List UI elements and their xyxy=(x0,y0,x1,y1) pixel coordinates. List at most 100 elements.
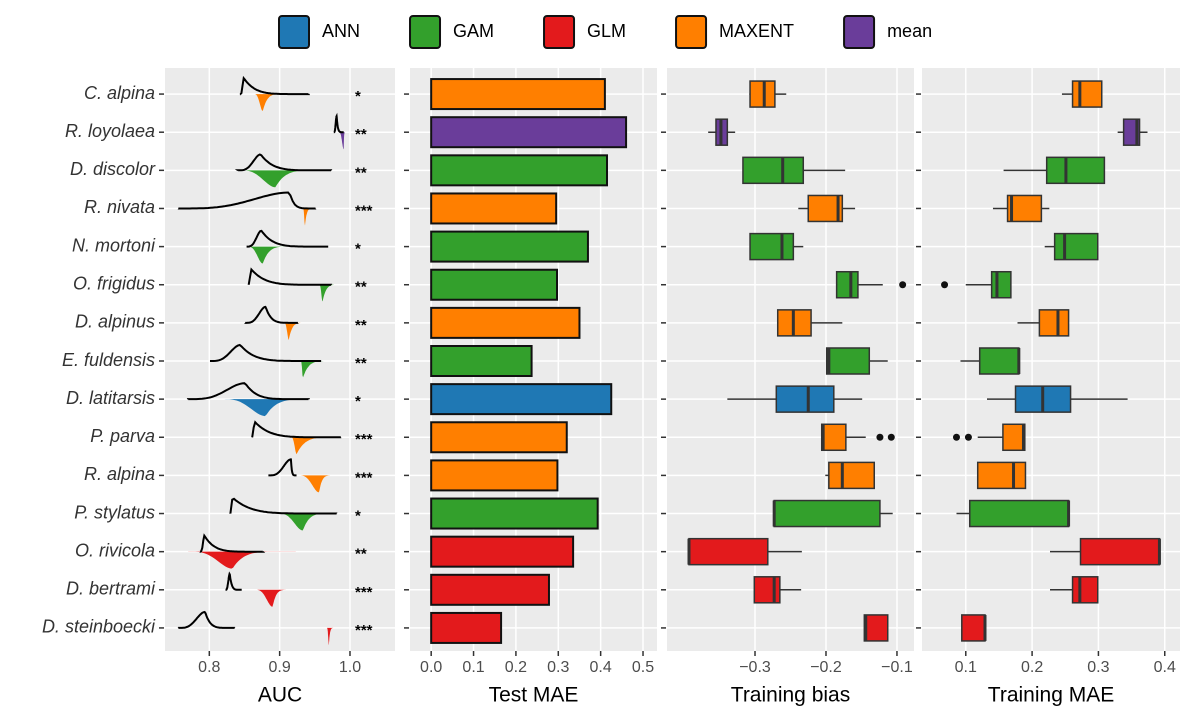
x-axis-title: Training MAE xyxy=(988,684,1114,707)
null-density xyxy=(239,75,311,96)
model-density xyxy=(253,94,289,111)
null-density xyxy=(246,229,329,248)
significance-label: ** xyxy=(355,164,367,181)
legend-key xyxy=(543,15,576,49)
null-density xyxy=(225,571,242,591)
model-density xyxy=(283,322,309,340)
null-density xyxy=(333,112,344,134)
model-density xyxy=(300,361,336,378)
x-tick-label: 0.3 xyxy=(547,659,569,676)
bar xyxy=(430,345,533,377)
model-density xyxy=(276,513,339,531)
box xyxy=(775,385,835,413)
species-label: R. alpina xyxy=(84,464,155,484)
bar xyxy=(430,497,599,530)
x-tick-label: 0.3 xyxy=(1087,659,1109,676)
bar xyxy=(430,383,613,416)
model-density xyxy=(238,170,331,188)
bar xyxy=(430,78,606,111)
x-tick-label: 0.9 xyxy=(269,659,291,676)
null-density xyxy=(251,420,342,439)
x-tick-label: −0.2 xyxy=(810,659,842,676)
outlier xyxy=(952,433,960,441)
bar xyxy=(430,535,575,568)
box xyxy=(773,499,881,528)
significance-label: * xyxy=(355,241,361,258)
box xyxy=(990,270,1012,299)
significance-label: ** xyxy=(355,317,367,334)
box xyxy=(1006,194,1043,223)
significance-label: ** xyxy=(355,546,367,563)
x-tick-label: 0.2 xyxy=(505,659,527,676)
box xyxy=(828,461,876,490)
null-density xyxy=(268,458,297,477)
x-tick-label: 0.5 xyxy=(632,659,654,676)
box xyxy=(863,614,889,642)
box xyxy=(749,232,795,261)
species-label: P. parva xyxy=(90,426,155,446)
null-density xyxy=(229,497,338,515)
x-tick-label: −0.3 xyxy=(739,659,771,676)
model-density xyxy=(290,437,346,455)
box xyxy=(749,80,776,108)
x-axis-title: AUC xyxy=(258,684,302,707)
species-label: R. nivata xyxy=(84,197,155,217)
significance-label: * xyxy=(355,88,361,105)
null-density xyxy=(247,267,333,286)
box xyxy=(1038,309,1070,337)
species-label: P. stylatus xyxy=(74,502,155,522)
significance-label: *** xyxy=(355,469,373,486)
species-label: D. discolor xyxy=(70,159,156,179)
null-density xyxy=(210,343,322,362)
species-label: C. alpina xyxy=(84,83,155,103)
legend-label: MAXENT xyxy=(719,21,794,41)
species-label: N. mortoni xyxy=(72,235,156,255)
species-label: D. latitarsis xyxy=(66,388,155,408)
species-label: D. alpinus xyxy=(75,312,155,332)
box xyxy=(688,537,769,566)
box xyxy=(835,270,859,299)
legend-label: mean xyxy=(887,21,932,41)
bar xyxy=(430,116,628,149)
x-tick-label: 0.0 xyxy=(420,659,442,676)
x-axis-title: Test MAE xyxy=(489,684,579,707)
significance-label: ** xyxy=(355,279,367,296)
species-label: E. fuldensis xyxy=(62,350,155,370)
species-label: D. steinboecki xyxy=(42,617,156,637)
box xyxy=(1053,232,1099,261)
outlier xyxy=(941,281,949,289)
outlier xyxy=(899,281,907,289)
x-tick-label: 0.2 xyxy=(1021,659,1043,676)
significance-label: *** xyxy=(355,431,373,448)
legend-key xyxy=(278,15,310,49)
bar xyxy=(430,421,568,454)
model-density xyxy=(220,399,327,417)
null-density xyxy=(234,153,333,172)
significance-label: *** xyxy=(355,202,373,219)
box xyxy=(978,347,1020,375)
species-label: O. frigidus xyxy=(73,273,155,293)
model-density xyxy=(326,627,336,645)
model-density xyxy=(188,551,296,569)
outlier xyxy=(887,433,895,441)
bar xyxy=(430,268,559,301)
bar xyxy=(430,230,589,263)
x-tick-label: 0.1 xyxy=(462,659,484,676)
significance-label: * xyxy=(355,508,361,525)
x-tick-label: 0.4 xyxy=(590,659,612,676)
model-density xyxy=(302,208,316,226)
outlier xyxy=(964,433,972,441)
box xyxy=(753,576,781,604)
box xyxy=(1079,537,1161,566)
box xyxy=(1071,80,1103,108)
box xyxy=(976,461,1027,490)
x-axis-title: Training bias xyxy=(731,684,850,707)
box xyxy=(961,614,986,642)
x-tick-label: 0.1 xyxy=(955,659,977,676)
null-density xyxy=(199,533,266,553)
null-density xyxy=(186,382,311,401)
species-label: O. rivicola xyxy=(75,540,155,560)
box xyxy=(1045,156,1106,185)
species-label: R. loyolaea xyxy=(65,121,155,141)
